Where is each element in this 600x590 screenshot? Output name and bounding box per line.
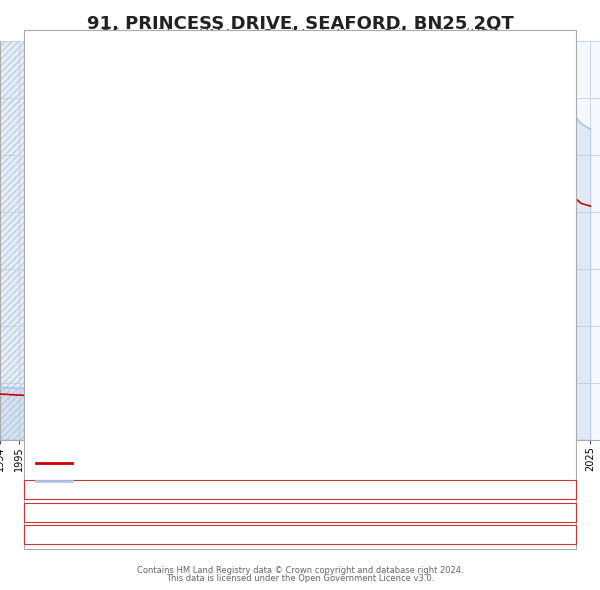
Text: 23% ↓ HPI: 23% ↓ HPI (378, 530, 438, 539)
Bar (0, 41, 34, 440)
Text: 2: 2 (41, 507, 49, 517)
Text: 91, PRINCESS DRIVE, SEAFORD, BN25 2QT: 91, PRINCESS DRIVE, SEAFORD, BN25 2QT (86, 15, 514, 33)
Text: 2: 2 (223, 61, 230, 71)
Text: £270,000: £270,000 (256, 530, 308, 539)
Text: 3: 3 (312, 61, 319, 71)
FancyBboxPatch shape (35, 54, 49, 79)
Text: 20-JUL-2010: 20-JUL-2010 (98, 530, 166, 539)
Text: £241,000: £241,000 (256, 507, 308, 517)
Text: Price paid vs. HM Land Registry's House Price Index (HPI): Price paid vs. HM Land Registry's House … (102, 28, 498, 42)
Text: 1: 1 (41, 485, 49, 494)
Text: This data is licensed under the Open Government Licence v3.0.: This data is licensed under the Open Gov… (166, 574, 434, 583)
Text: HPI: Average price, detached house, Lewes: HPI: Average price, detached house, Lewe… (78, 476, 303, 486)
Text: 20% ↓ HPI: 20% ↓ HPI (378, 507, 438, 517)
Text: 3: 3 (41, 530, 49, 539)
Text: 1: 1 (38, 61, 46, 71)
Text: 15-MAR-1996: 15-MAR-1996 (95, 485, 169, 494)
Text: 91, PRINCESS DRIVE, SEAFORD, BN25 2QT (detached house): 91, PRINCESS DRIVE, SEAFORD, BN25 2QT (d… (78, 458, 394, 468)
Text: £78,000: £78,000 (259, 485, 305, 494)
FancyBboxPatch shape (308, 54, 322, 79)
Text: 25-NOV-2005: 25-NOV-2005 (95, 507, 169, 517)
Text: Contains HM Land Registry data © Crown copyright and database right 2024.: Contains HM Land Registry data © Crown c… (137, 566, 463, 575)
FancyBboxPatch shape (220, 54, 233, 79)
Bar (0, 41, 34, 440)
Text: 17% ↓ HPI: 17% ↓ HPI (378, 485, 438, 494)
